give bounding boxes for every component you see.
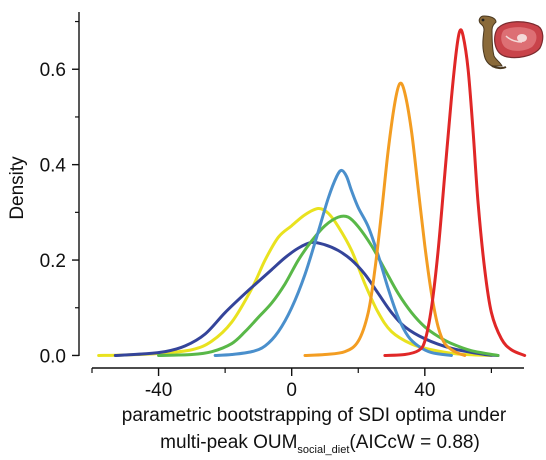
y-tick-label: 0.0 [40,346,66,367]
density-curves [97,28,527,357]
axes-frame [78,12,524,369]
x-axis-title-subscript: social_diet [297,444,349,456]
density-curve-3 [157,214,500,357]
x-ticks: -40 0 40 [91,368,492,401]
x-axis-title-line-1: parametric bootstrapping of SDI optima u… [122,405,507,426]
y-ticks: 0.0 0.2 0.4 0.6 [40,20,79,367]
otter-icon [478,15,507,70]
y-tick-label: 0.2 [40,251,66,272]
x-tick-label: 40 [414,380,435,401]
y-axis-title: Density [7,156,28,220]
density-curve-5 [303,81,467,357]
steak-icon [494,21,544,59]
x-tick-label: 0 [286,380,297,401]
density-curve-6 [383,28,527,357]
x-axis-title-prefix: multi-peak OUM [160,432,297,453]
x-axis-title-suffix: (AICcW = 0.88) [349,432,479,453]
x-axis-title-line-2: multi-peak OUMsocial_diet(AICcW = 0.88) [160,432,480,456]
x-tick-label: -40 [145,380,172,401]
y-tick-label: 0.4 [40,156,67,177]
density-curve-4 [213,168,453,357]
y-tick-label: 0.6 [40,60,66,81]
density-curve-1 [97,207,493,357]
